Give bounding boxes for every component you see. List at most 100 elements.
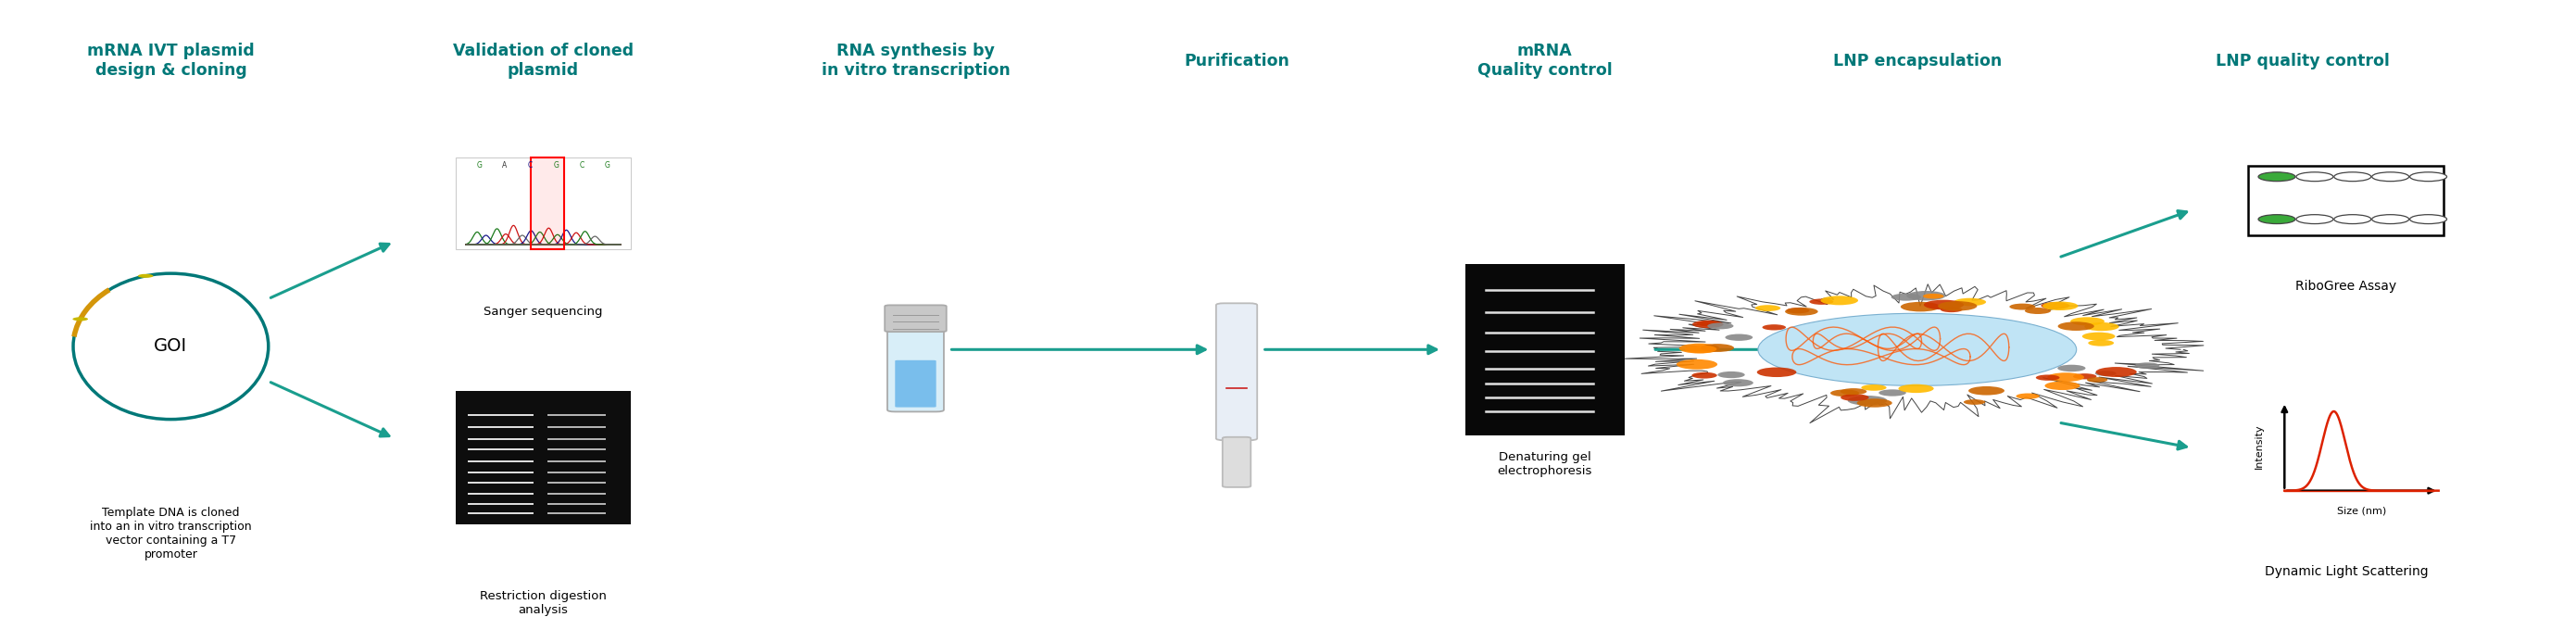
Circle shape <box>2087 377 2107 383</box>
Circle shape <box>1940 307 1963 312</box>
Circle shape <box>2409 214 2447 224</box>
Text: LNP encapsulation: LNP encapsulation <box>1832 53 2002 69</box>
FancyBboxPatch shape <box>456 391 631 524</box>
FancyBboxPatch shape <box>894 360 935 407</box>
Circle shape <box>2259 214 2295 224</box>
Circle shape <box>2409 172 2447 181</box>
Circle shape <box>1754 305 1780 311</box>
Circle shape <box>2071 317 2105 325</box>
Circle shape <box>2081 333 2115 340</box>
Circle shape <box>1723 379 1754 386</box>
Circle shape <box>1899 384 1935 393</box>
Text: G: G <box>554 161 559 169</box>
Circle shape <box>2097 367 2136 377</box>
Circle shape <box>1757 367 1795 377</box>
Circle shape <box>2372 172 2409 181</box>
Text: C: C <box>528 161 533 169</box>
Circle shape <box>1953 298 1986 306</box>
Circle shape <box>1692 320 1723 328</box>
Ellipse shape <box>1757 313 2076 386</box>
Text: Size (nm): Size (nm) <box>2336 507 2385 516</box>
Circle shape <box>1808 299 1834 305</box>
Circle shape <box>1891 293 1922 300</box>
FancyBboxPatch shape <box>1216 303 1257 440</box>
Circle shape <box>139 274 152 278</box>
Circle shape <box>2136 363 2159 369</box>
Circle shape <box>2009 304 2035 310</box>
FancyBboxPatch shape <box>1466 264 1625 435</box>
Circle shape <box>1924 300 1963 309</box>
Circle shape <box>2334 172 2370 181</box>
Circle shape <box>2094 370 2117 376</box>
Circle shape <box>2058 322 2094 331</box>
Circle shape <box>1785 308 1819 316</box>
Circle shape <box>1821 296 1857 305</box>
Circle shape <box>1700 344 1734 352</box>
Circle shape <box>1785 308 1808 313</box>
Text: C: C <box>580 161 585 169</box>
Circle shape <box>2334 214 2370 224</box>
Text: RNA synthesis by
in vitro transcription: RNA synthesis by in vitro transcription <box>822 43 1010 79</box>
Text: RiboGree Assay: RiboGree Assay <box>2295 280 2396 293</box>
Text: Denaturing gel
electrophoresis: Denaturing gel electrophoresis <box>1497 451 1592 476</box>
Text: G: G <box>477 161 482 169</box>
Circle shape <box>2058 365 2087 372</box>
Circle shape <box>2025 308 2050 314</box>
FancyBboxPatch shape <box>2249 166 2445 235</box>
FancyBboxPatch shape <box>886 324 943 412</box>
Text: A: A <box>502 161 507 169</box>
Circle shape <box>2017 394 2040 399</box>
Text: Restriction digestion
analysis: Restriction digestion analysis <box>479 590 605 616</box>
Circle shape <box>2043 302 2079 310</box>
Text: Validation of cloned
plasmid: Validation of cloned plasmid <box>453 43 634 79</box>
Circle shape <box>1901 302 1940 311</box>
FancyBboxPatch shape <box>884 305 945 332</box>
Circle shape <box>2089 340 2115 346</box>
Circle shape <box>1937 301 1976 311</box>
Circle shape <box>1685 345 1716 353</box>
Text: mRNA IVT plasmid
design & cloning: mRNA IVT plasmid design & cloning <box>88 43 255 79</box>
Circle shape <box>1857 399 1893 408</box>
FancyBboxPatch shape <box>531 158 564 250</box>
Circle shape <box>1878 390 1906 396</box>
Circle shape <box>1832 390 1860 397</box>
Circle shape <box>2035 375 2061 381</box>
Circle shape <box>1680 343 1721 354</box>
Text: Sanger sequencing: Sanger sequencing <box>484 306 603 318</box>
Circle shape <box>1692 372 1718 379</box>
FancyBboxPatch shape <box>1224 437 1252 487</box>
Circle shape <box>2048 372 2084 382</box>
Circle shape <box>1677 360 1718 369</box>
Circle shape <box>2084 322 2120 331</box>
Text: Intensity: Intensity <box>2254 424 2264 469</box>
Text: Dynamic Light Scattering: Dynamic Light Scattering <box>2264 565 2429 578</box>
Circle shape <box>1968 386 2004 395</box>
FancyBboxPatch shape <box>456 158 631 250</box>
Circle shape <box>1847 395 1888 405</box>
Text: Template DNA is cloned
into an in vitro transcription
vector containing a T7
pro: Template DNA is cloned into an in vitro … <box>90 507 252 560</box>
Text: GOI: GOI <box>155 338 188 355</box>
Text: LNP quality control: LNP quality control <box>2215 53 2391 69</box>
Circle shape <box>1963 399 1986 404</box>
Circle shape <box>1839 388 1868 395</box>
Circle shape <box>1762 324 1785 330</box>
Circle shape <box>72 317 88 321</box>
Circle shape <box>2295 172 2334 181</box>
Circle shape <box>1922 293 1945 299</box>
Circle shape <box>2372 214 2409 224</box>
Text: Purification: Purification <box>1185 53 1291 69</box>
Circle shape <box>1842 394 1870 401</box>
Circle shape <box>2259 172 2295 181</box>
Circle shape <box>1698 321 1721 327</box>
Circle shape <box>2074 374 2097 379</box>
Circle shape <box>1708 323 1734 329</box>
Circle shape <box>1718 372 1744 378</box>
Text: mRNA
Quality control: mRNA Quality control <box>1476 43 1613 79</box>
Circle shape <box>2295 214 2334 224</box>
Circle shape <box>2040 302 2069 309</box>
Circle shape <box>2045 381 2079 390</box>
Circle shape <box>1906 291 1945 300</box>
Circle shape <box>1726 334 1752 341</box>
Circle shape <box>1862 385 1886 391</box>
Text: G: G <box>605 161 611 169</box>
